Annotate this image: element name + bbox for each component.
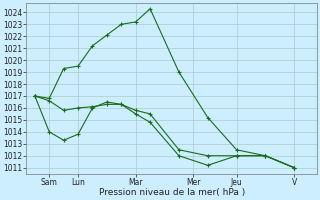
X-axis label: Pression niveau de la mer( hPa ): Pression niveau de la mer( hPa ) — [99, 188, 245, 197]
